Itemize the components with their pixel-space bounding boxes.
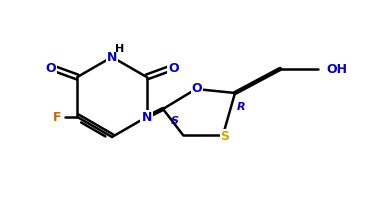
Text: F: F [53,111,62,124]
Text: OH: OH [326,62,347,75]
Text: N: N [107,50,117,63]
Text: O: O [192,82,202,95]
Text: N: N [142,111,152,124]
Text: S: S [171,116,179,126]
Text: R: R [237,102,245,112]
Text: H: H [115,44,124,54]
Text: O: O [168,61,179,74]
Text: O: O [45,61,56,74]
Text: S: S [220,129,230,142]
